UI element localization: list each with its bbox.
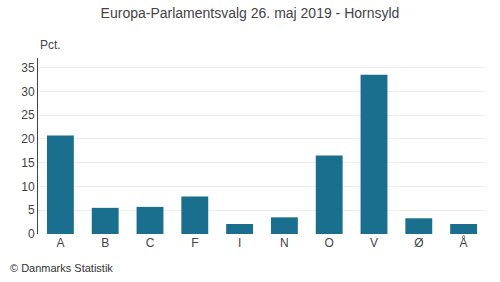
svg-text:Ø: Ø xyxy=(414,236,423,250)
svg-text:Pct.: Pct. xyxy=(40,38,61,52)
svg-text:I: I xyxy=(238,236,241,250)
svg-text:10: 10 xyxy=(21,180,35,194)
svg-text:0: 0 xyxy=(28,227,35,241)
svg-text:V: V xyxy=(370,236,378,250)
svg-text:C: C xyxy=(146,236,155,250)
svg-text:20: 20 xyxy=(21,132,35,146)
svg-text:B: B xyxy=(101,236,109,250)
svg-text:F: F xyxy=(191,236,198,250)
svg-text:15: 15 xyxy=(21,156,35,170)
svg-text:5: 5 xyxy=(28,203,35,217)
svg-text:N: N xyxy=(280,236,289,250)
svg-text:© Danmarks Statistik: © Danmarks Statistik xyxy=(10,262,113,274)
svg-text:30: 30 xyxy=(21,85,35,99)
svg-text:35: 35 xyxy=(21,61,35,75)
svg-text:A: A xyxy=(56,236,64,250)
svg-text:Å: Å xyxy=(460,235,468,250)
svg-text:Europa-Parlamentsvalg 26. maj: Europa-Parlamentsvalg 26. maj 2019 - Hor… xyxy=(101,5,400,21)
svg-text:O: O xyxy=(325,236,334,250)
svg-text:25: 25 xyxy=(21,108,35,122)
